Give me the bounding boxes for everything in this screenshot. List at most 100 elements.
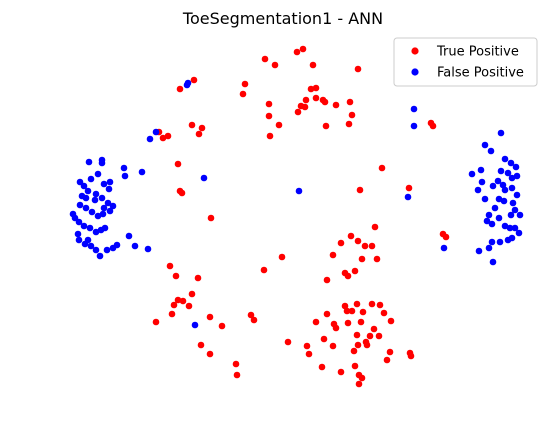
true-positive-point: [195, 130, 203, 138]
true-positive-point: [358, 374, 366, 382]
true-positive-point: [383, 356, 391, 364]
legend: True Positive False Positive: [393, 37, 538, 87]
true-positive-point: [233, 371, 241, 379]
false-positive-point: [499, 181, 507, 189]
true-positive-point: [305, 350, 313, 358]
true-positive-point: [185, 302, 193, 310]
false-positive-point: [96, 252, 104, 260]
false-positive-point: [508, 184, 516, 192]
false-positive-point: [497, 167, 505, 175]
false-positive-point: [481, 195, 489, 203]
true-positive-point: [265, 112, 273, 120]
false-positive-point: [506, 224, 514, 232]
false-positive-point: [152, 128, 160, 136]
false-positive-point: [475, 247, 483, 255]
true-positive-point: [370, 325, 378, 333]
false-positive-point: [512, 163, 520, 171]
false-positive-point: [84, 236, 92, 244]
true-positive-point: [361, 242, 369, 250]
false-positive-point: [87, 175, 95, 183]
true-positive-point: [355, 380, 363, 388]
true-positive-point: [347, 232, 355, 240]
false-positive-point: [504, 236, 512, 244]
false-positive-point: [98, 194, 106, 202]
true-positive-point: [166, 262, 174, 270]
true-positive-point: [378, 164, 386, 172]
true-positive-point: [354, 65, 362, 73]
false-positive-point: [496, 238, 504, 246]
false-positive-point: [104, 199, 112, 207]
true-positive-point: [354, 341, 362, 349]
false-positive-point: [131, 242, 139, 250]
true-positive-point: [303, 342, 311, 350]
true-positive-point: [363, 341, 371, 349]
true-positive-point: [188, 290, 196, 298]
true-positive-point: [207, 214, 215, 222]
true-positive-point: [386, 348, 394, 356]
false-positive-point: [295, 187, 303, 195]
true-positive-point: [442, 233, 450, 241]
true-positive-point: [330, 320, 338, 328]
false-positive-point: [98, 159, 106, 167]
false-positive-point: [138, 168, 146, 176]
false-positive-point: [75, 236, 83, 244]
true-positive-point: [346, 98, 354, 106]
true-positive-point: [174, 296, 182, 304]
false-positive-point: [501, 155, 509, 163]
true-positive-point: [301, 103, 309, 111]
true-positive-point: [322, 122, 330, 130]
false-positive-point: [513, 191, 521, 199]
false-positive-point: [474, 186, 482, 194]
false-positive-point: [410, 122, 418, 130]
false-positive-point: [106, 207, 114, 215]
true-positive-point: [159, 134, 167, 142]
false-positive-point: [76, 201, 84, 209]
true-positive-point: [323, 276, 331, 284]
false-positive-point: [101, 224, 109, 232]
true-positive-point: [318, 363, 326, 371]
false-positive-point: [191, 321, 199, 329]
false-positive-point: [488, 238, 496, 246]
false-positive-point: [99, 210, 107, 218]
true-positive-point: [307, 85, 315, 93]
true-positive-point: [174, 160, 182, 168]
true-positive-point: [190, 76, 198, 84]
chart-title: ToeSegmentation1 - ANN: [182, 9, 383, 28]
true-positive-point: [302, 96, 310, 104]
true-positive-point: [353, 300, 361, 308]
true-positive-point: [344, 319, 352, 327]
true-positive-point: [188, 121, 196, 129]
true-positive-point: [293, 48, 301, 56]
false-positive-point: [483, 217, 491, 225]
true-positive-point: [405, 184, 413, 192]
true-positive-point: [194, 274, 202, 282]
true-positive-point: [170, 301, 178, 309]
false-positive-point: [82, 204, 90, 212]
points-layer: [69, 45, 524, 388]
false-positive-point: [410, 105, 418, 113]
true-positive-point: [218, 322, 226, 330]
false-positive-point: [88, 208, 96, 216]
true-positive-point: [176, 85, 184, 93]
false-positive-point: [487, 147, 495, 155]
false-positive-point: [495, 214, 503, 222]
true-positive-point: [312, 318, 320, 326]
true-positive-point: [152, 318, 160, 326]
false-positive-point: [144, 245, 152, 253]
false-positive-point: [109, 202, 117, 210]
false-positive-point: [511, 206, 519, 214]
true-positive-point: [373, 255, 381, 263]
true-positive-point: [178, 189, 186, 197]
true-positive-point: [168, 310, 176, 318]
false-positive-point: [440, 244, 448, 252]
false-positive-point: [491, 204, 499, 212]
true-positive-point: [351, 362, 359, 370]
false-positive-point: [85, 158, 93, 166]
false-positive-point: [494, 177, 502, 185]
false-positive-point: [485, 244, 493, 252]
false-positive-point: [75, 218, 83, 226]
false-positive-point: [74, 230, 82, 238]
false-positive-point: [200, 174, 208, 182]
false-positive-point: [507, 159, 515, 167]
